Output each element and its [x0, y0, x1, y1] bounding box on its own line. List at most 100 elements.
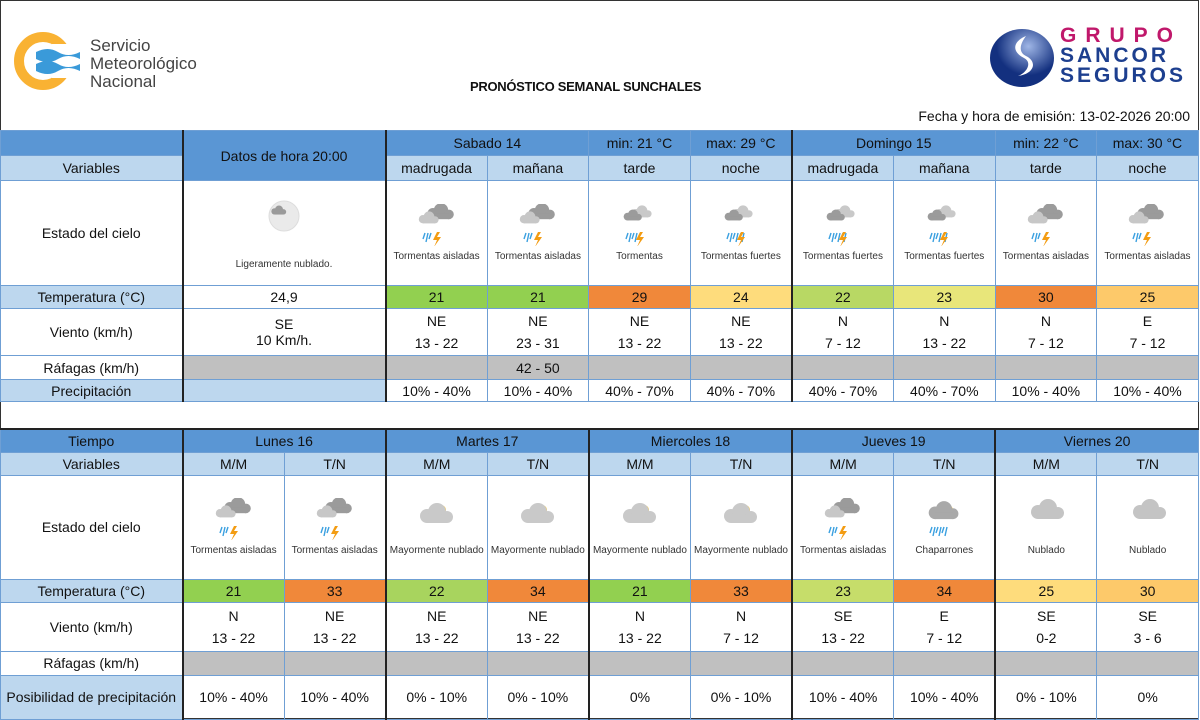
day-header: Lunes 16	[181, 428, 387, 453]
heavy-storm-icon	[927, 204, 956, 246]
wind-direction: SE	[1138, 607, 1158, 624]
wind-cell: N 7 - 12	[689, 601, 793, 652]
gust-cell	[790, 355, 894, 380]
period-label: noche	[689, 155, 793, 181]
period-label: M/M	[791, 451, 895, 476]
wind-cell: SE 13 - 22	[791, 601, 895, 652]
org-name-line: Servicio	[90, 36, 151, 55]
sky-cell: Tormentas aisladas	[283, 474, 387, 580]
wind-speed: 13 - 22	[516, 629, 560, 646]
gust-cell	[384, 650, 488, 676]
sky-cell: Tormentas fuertes	[892, 180, 996, 286]
sky-description: Tormentas aisladas	[291, 544, 378, 556]
wind-direction: E	[1142, 313, 1153, 329]
temperature-cell: 25	[994, 578, 1098, 603]
precipitation-cell: 40% - 70%	[689, 379, 793, 402]
sky-description: Chaparrones	[915, 544, 974, 556]
period-label: M/M	[587, 451, 691, 476]
sky-description: Tormentas aisladas	[1104, 250, 1191, 262]
sky-description: Mayormente nublado	[490, 544, 585, 556]
wind-label: Viento (km/h)	[0, 308, 184, 356]
temperature-cell: 22	[790, 285, 894, 309]
wind-cell: NE 23 - 31	[486, 308, 590, 356]
precipitation-cell: 0% - 10%	[486, 674, 590, 720]
temperature-label: Temperatura (°C)	[0, 285, 184, 309]
wind-speed: 7 - 12	[926, 629, 963, 646]
temperature-cell: 21	[486, 285, 590, 309]
gust-cell	[791, 650, 895, 676]
wind-cell: E 7 - 12	[1096, 308, 1199, 356]
storm-icon	[316, 497, 352, 540]
sky-description: Tormentas aisladas	[393, 250, 480, 262]
wind-speed: 13 - 22	[719, 335, 763, 351]
temperature-cell: 22	[384, 578, 488, 603]
wind-speed: 0-2	[1036, 629, 1057, 646]
mostly-cloudy-icon	[520, 502, 554, 523]
sky-cell: Tormentas fuertes	[790, 180, 894, 286]
period-label: tarde	[588, 155, 691, 181]
wind-cell: NE 13 - 22	[385, 308, 488, 356]
sky-description: Tormentas aisladas	[800, 544, 887, 556]
sky-description: Tormentas aisladas	[494, 250, 581, 262]
min-temp: min: 21 °C	[588, 130, 691, 156]
sky-description: Mayormente nublado	[389, 544, 484, 556]
wind-cell: NE 13 - 22	[283, 601, 387, 652]
mostly-cloudy-icon	[622, 502, 656, 523]
current-data-header: Datos de hora 20:00	[182, 130, 387, 181]
sancor-logo	[990, 29, 1054, 87]
wind-label: Viento (km/h)	[0, 601, 184, 652]
period-label: noche	[1096, 155, 1199, 181]
wind-direction: NE	[427, 607, 447, 624]
sky-cell: Tormentas fuertes	[689, 180, 793, 286]
wind-cell: E 7 - 12	[893, 601, 996, 652]
sky-cell: Nublado	[994, 474, 1098, 580]
period-label: madrugada	[790, 155, 894, 181]
sky-cell: Mayormente nublado	[384, 474, 488, 580]
wind-speed: 13 - 22	[211, 629, 256, 646]
temperature-cell: 30	[994, 285, 1098, 309]
temperature-cell: 23	[892, 285, 996, 309]
sky-cell: Mayormente nublado	[689, 474, 793, 580]
temperature-cell: 21	[587, 578, 691, 603]
emission-date: Fecha y hora de emisión: 13-02-2026 20:0…	[918, 108, 1190, 124]
wind-speed: 13 - 22	[414, 629, 459, 646]
storm-icon	[1129, 203, 1165, 246]
wind-cell: N 7 - 12	[994, 308, 1098, 356]
cloudy-icon	[1031, 498, 1065, 519]
wind-direction: N	[1040, 313, 1051, 329]
precipitation-cell: 0% - 10%	[994, 674, 1098, 720]
precipitation-cell: 10% - 40%	[486, 379, 590, 402]
temperature-cell: 29	[588, 285, 691, 309]
wind-direction: SE	[274, 316, 294, 332]
wind-direction: N	[228, 607, 239, 624]
page-title: PRONÓSTICO SEMANAL SUNCHALES	[470, 79, 702, 94]
period-label: T/N	[893, 451, 996, 476]
temperature-cell: 33	[283, 578, 387, 603]
period-label: T/N	[283, 451, 387, 476]
wind-cell: N 13 - 22	[892, 308, 996, 356]
temperature-cell: 33	[689, 578, 793, 603]
wind-direction: NE	[629, 313, 650, 329]
sky-description: Nublado	[1129, 544, 1167, 556]
wind-speed: 13 - 22	[617, 335, 662, 351]
sky-cell: Tormentas aisladas	[791, 474, 895, 580]
wind-speed: 7 - 12	[1027, 335, 1064, 351]
precipitation-cell: 0%	[587, 674, 691, 720]
day-header: Viernes 20	[994, 428, 1199, 453]
storm-icon	[1027, 203, 1063, 246]
wind-direction: E	[939, 607, 949, 624]
precipitation-cell: 0% - 10%	[384, 674, 488, 720]
wind-cell: N 7 - 12	[790, 308, 894, 356]
wind-direction: NE	[528, 607, 548, 624]
wind-speed: 23 - 31	[516, 335, 560, 351]
period-label: madrugada	[385, 155, 488, 181]
gust-cell	[689, 650, 793, 676]
wind-cell: SE 0-2	[994, 601, 1098, 652]
sky-cell: Mayormente nublado	[486, 474, 590, 580]
wind-direction: NE	[528, 313, 548, 329]
day-header: Miercoles 18	[587, 428, 793, 453]
sky-description: Mayormente nublado	[694, 544, 788, 556]
wind-cell: NE 13 - 22	[384, 601, 488, 652]
sponsor-line: GRUPO	[1060, 24, 1183, 47]
gust-cell: 42 - 50	[486, 355, 590, 380]
